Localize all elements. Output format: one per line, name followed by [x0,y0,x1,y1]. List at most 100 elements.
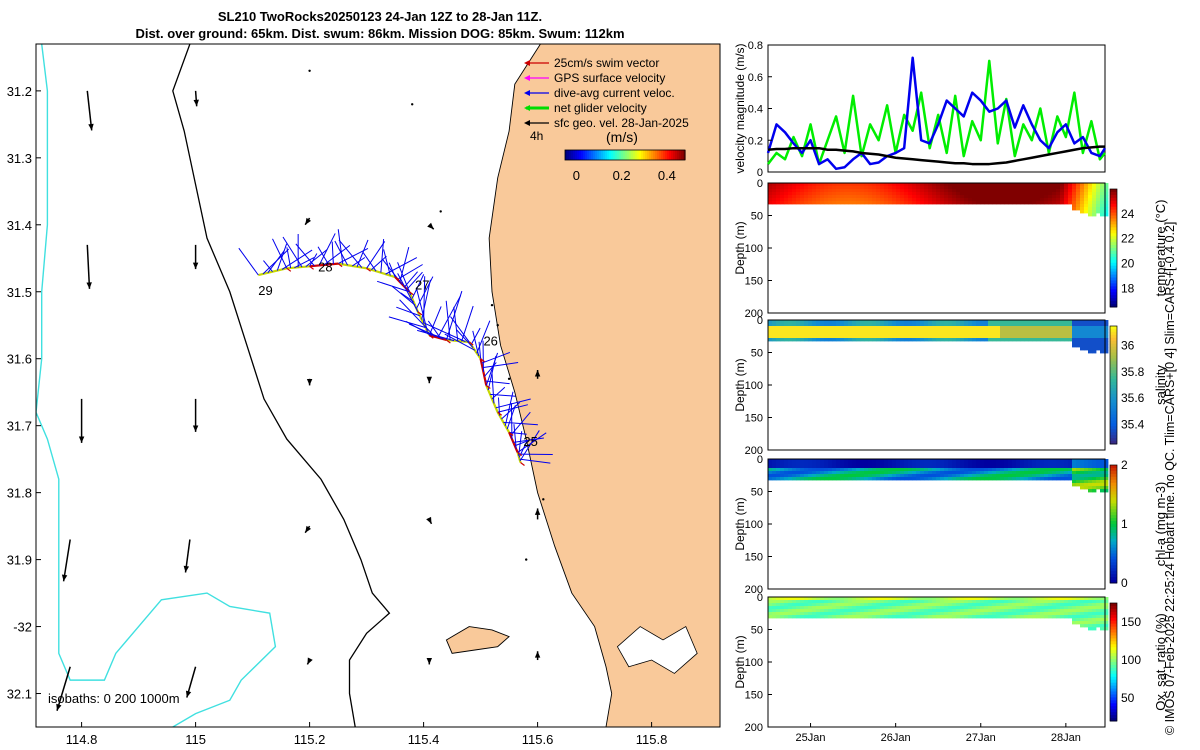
section-cell [1012,465,1017,469]
section-cell [1044,612,1049,616]
section-cell [816,195,821,199]
section-cell [1052,459,1057,463]
section-cell [1064,320,1069,324]
section-cell [848,201,853,205]
section-cell [1040,183,1045,187]
section-cell [1076,615,1081,619]
section-cell [1060,201,1065,205]
section-cell [836,183,841,187]
section-cell [904,186,909,190]
section-cell [920,459,925,463]
colorbar-cell [1110,262,1117,267]
section-cell [836,465,841,469]
section-cell [832,186,837,190]
section-cell [1072,207,1077,211]
section-cell [788,338,793,342]
section-cell [936,468,941,472]
section-cell [840,600,845,604]
section-cell [996,332,1001,336]
section-cell [984,198,989,202]
section-cell [1004,326,1009,330]
section-cell [1000,338,1005,342]
section-cell [912,183,917,187]
section-cell [856,462,861,466]
section-cell [1092,210,1097,214]
section-cell [1084,480,1089,484]
section-cell [908,192,913,196]
section-cell [948,612,953,616]
section-cell [828,462,833,466]
colorbar-cell [1110,197,1117,202]
section-cell [948,320,953,324]
section-cell [904,603,909,607]
section-cell [1080,480,1085,484]
section-cell [888,186,893,190]
section-cell [1104,332,1109,336]
section-cell [960,332,965,336]
map-xtick-label: 115 [185,732,206,747]
section-cell [848,183,853,187]
section-cell [1072,600,1077,604]
section-cell [856,329,861,333]
section-cell [904,183,909,187]
colorbar-cell [1110,396,1117,401]
section-cell [892,615,897,619]
section-ytick-label: 50 [751,487,763,499]
section-cell [1012,603,1017,607]
section-cell [1088,210,1093,214]
section-cell [948,462,953,466]
section-cell [812,606,817,610]
section-cell [820,600,825,604]
section-cell [884,474,889,478]
section-cell [916,606,921,610]
colorbar-cell [1110,236,1117,240]
colorbar-cell [1110,343,1117,348]
colorbar-tick: 0.4 [658,168,676,183]
section-cell [832,474,837,478]
section-cell [940,186,945,190]
section-cell [940,459,945,463]
colorbar-cell [635,150,638,160]
section-cell [848,189,853,193]
section-cell [1020,320,1025,324]
section-cell [792,329,797,333]
section-cell [780,465,785,469]
section-cell [904,474,909,478]
section-cell [1072,477,1077,481]
section-cell [1024,329,1029,333]
section-cell [860,192,865,196]
section-cell [960,465,965,469]
section-cell [1100,183,1105,187]
section-cell [860,183,865,187]
section-cell [868,459,873,463]
section-cell [880,459,885,463]
section-cell [776,465,781,469]
section-cell [1012,320,1017,324]
section-cell [1028,603,1033,607]
colorbar-cell [619,150,622,160]
colorbar-cell [1110,250,1117,255]
section-cell [976,609,981,613]
section-cell [888,323,893,327]
section-cell [892,189,897,193]
section-cell [1076,471,1081,475]
section-cell [772,600,777,604]
colorbar-title: (m/s) [606,129,638,145]
section-cell [788,462,793,466]
section-cell [1028,320,1033,324]
colorbar-cell [669,150,672,160]
section-cell [776,603,781,607]
section-cell [844,192,849,196]
colorbar-cell [675,150,678,160]
current-vector [397,273,419,313]
section-cell [1096,462,1101,466]
section-cell [832,600,837,604]
section-cell [976,615,981,619]
section-cell [1080,603,1085,607]
section-cell [820,332,825,336]
section-cell [916,332,921,336]
colorbar-cell [1110,521,1117,525]
colorbar-cell [565,150,568,160]
section-cell [816,609,821,613]
section-cell [1020,198,1025,202]
